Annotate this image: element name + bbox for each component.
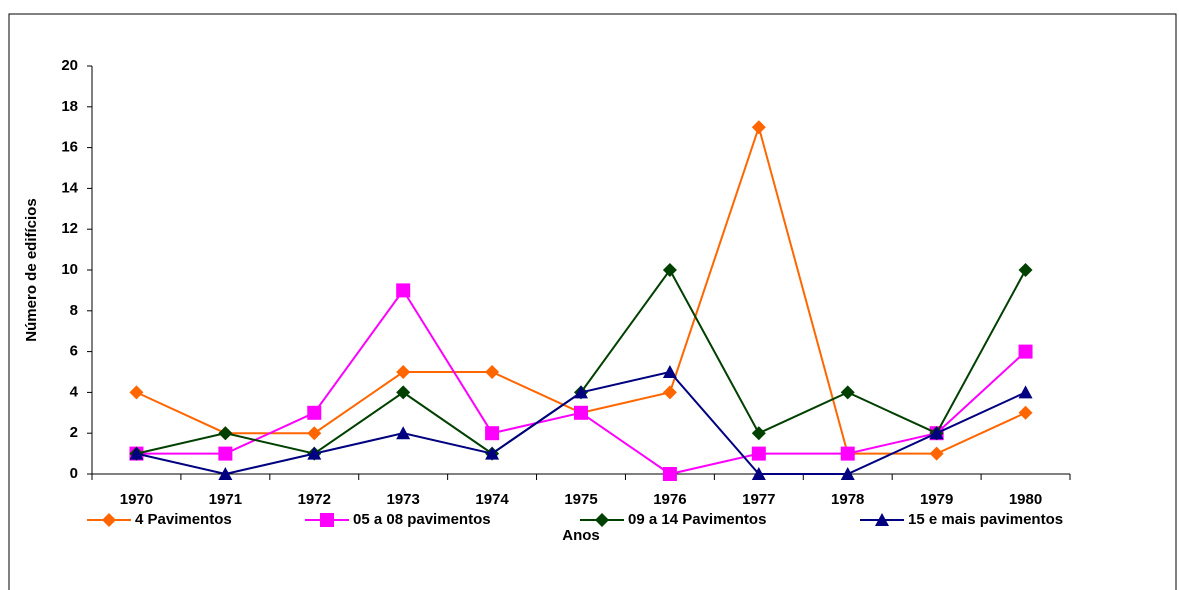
marker [840, 446, 855, 461]
marker [595, 513, 609, 527]
marker [751, 446, 766, 461]
marker [218, 446, 233, 461]
marker [662, 263, 677, 277]
marker [485, 365, 500, 379]
y-tick-label: 4 [70, 383, 79, 400]
marker [396, 365, 411, 379]
series-line [136, 123, 1026, 455]
y-axis-label: Número de edifícios [23, 198, 40, 341]
marker [396, 385, 411, 400]
x-tick-label: 1975 [564, 491, 597, 508]
y-tick-label: 2 [70, 424, 78, 441]
marker [751, 467, 766, 480]
legend-label: 4 Pavimentos [135, 511, 232, 528]
y-tick-label: 18 [61, 98, 78, 115]
x-tick-label: 1979 [920, 491, 953, 508]
marker [129, 446, 144, 460]
y-tick-label: 16 [61, 139, 78, 156]
marker [396, 283, 411, 298]
legend-label: 09 a 14 Pavimentos [628, 511, 766, 528]
marker [307, 446, 322, 460]
marker [129, 385, 144, 400]
y-tick-label: 20 [61, 57, 78, 74]
marker [307, 426, 322, 441]
marker [396, 426, 411, 440]
marker [574, 405, 588, 420]
x-tick-label: 1980 [1009, 491, 1042, 508]
x-tick-label: 1973 [386, 491, 419, 508]
x-tick-label: 1978 [831, 491, 864, 508]
legend-label: 05 a 08 pavimentos [353, 511, 491, 528]
y-tick-label: 14 [61, 179, 78, 196]
x-tick-label: 1976 [653, 491, 686, 508]
marker [1018, 405, 1033, 420]
marker [1018, 385, 1033, 399]
marker [751, 426, 766, 441]
marker [929, 426, 944, 440]
y-tick-label: 12 [61, 220, 78, 237]
marker [662, 365, 677, 378]
x-tick-label: 1974 [475, 491, 509, 508]
y-tick-label: 6 [70, 343, 78, 360]
marker [218, 426, 233, 441]
marker [751, 120, 766, 135]
marker [574, 385, 588, 399]
marker [1018, 263, 1033, 277]
marker [840, 385, 855, 400]
marker [102, 513, 116, 527]
x-tick-label: 1972 [298, 491, 331, 508]
marker [1018, 344, 1033, 359]
y-tick-label: 10 [61, 261, 78, 278]
marker [320, 513, 334, 527]
series-line [136, 288, 1027, 476]
marker [485, 426, 500, 441]
marker [929, 446, 944, 461]
marker [662, 467, 677, 481]
marker [218, 467, 233, 480]
x-axis-label: Anos [562, 527, 600, 544]
marker [307, 405, 322, 420]
legend-label: 15 e mais pavimentos [908, 511, 1063, 528]
y-tick-label: 0 [70, 465, 78, 482]
y-tick-label: 8 [70, 302, 78, 319]
marker [662, 385, 677, 400]
x-tick-label: 1970 [120, 491, 153, 508]
x-tick-label: 1971 [209, 491, 242, 508]
marker [840, 467, 855, 480]
marker [485, 446, 500, 460]
series-line [136, 268, 1027, 455]
marker [875, 513, 889, 526]
chart-frame [8, 13, 1177, 590]
x-tick-label: 1977 [742, 491, 775, 508]
